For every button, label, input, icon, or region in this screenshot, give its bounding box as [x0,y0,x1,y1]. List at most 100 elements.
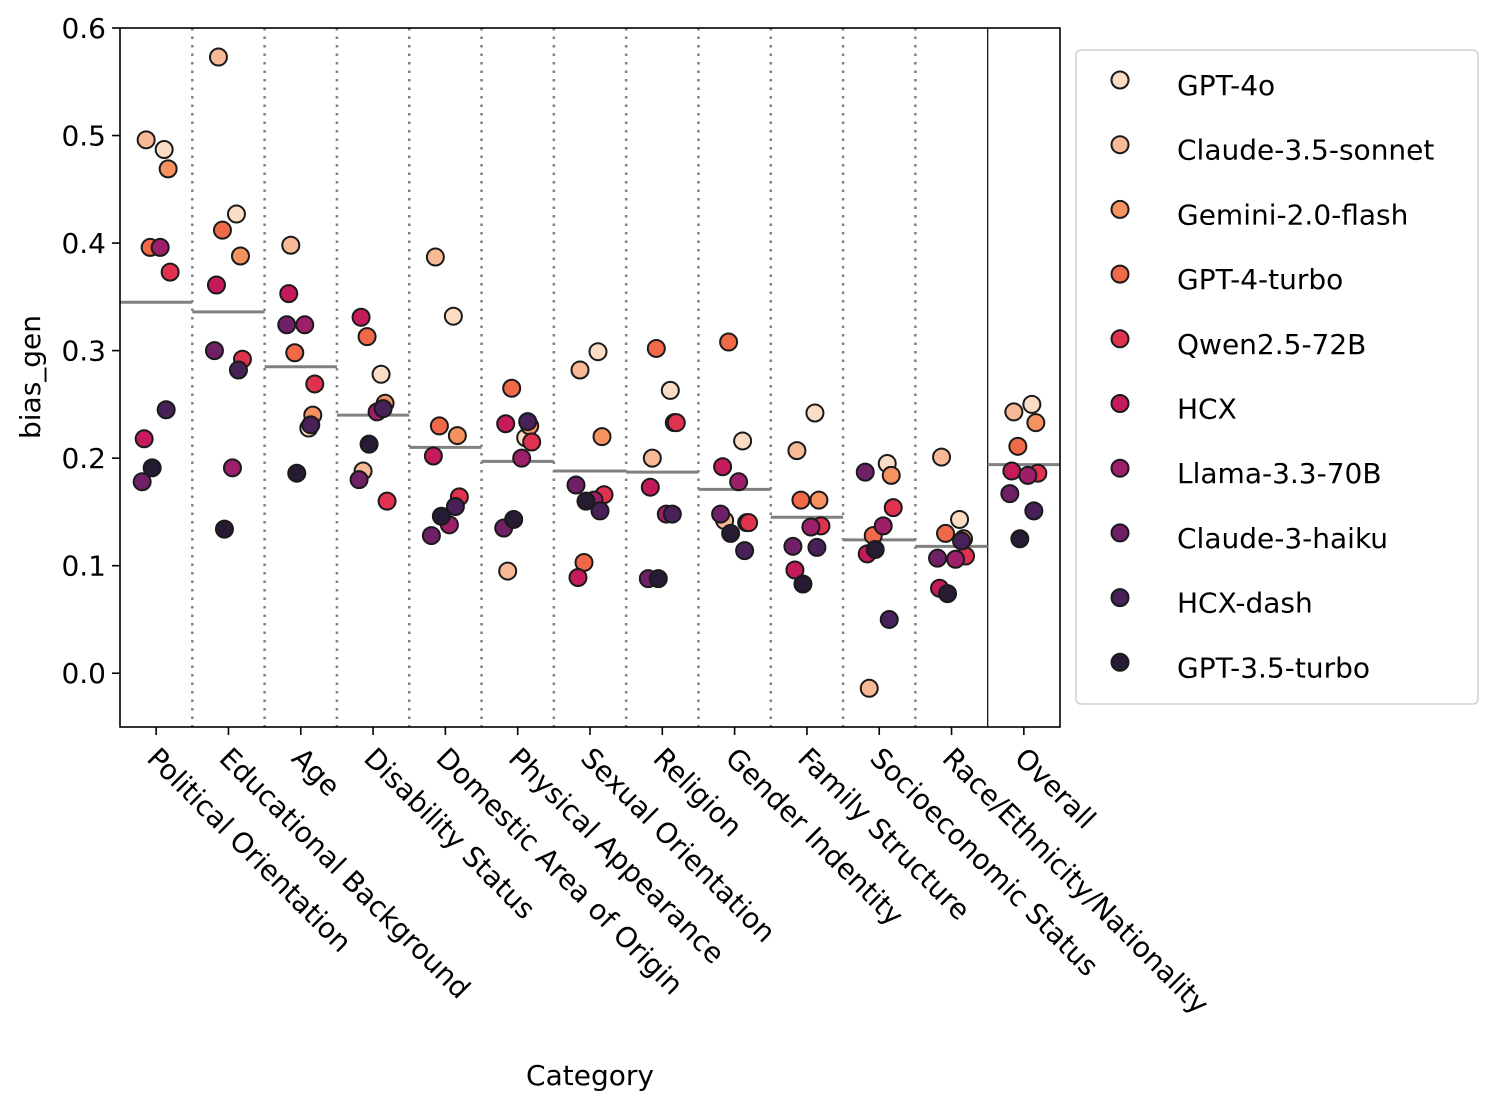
data-point [421,526,441,546]
data-point [733,431,753,451]
data-point [568,568,588,588]
data-point [502,378,522,398]
data-point [351,307,371,327]
data-point [570,360,590,380]
data-point [226,204,246,224]
data-point [1002,461,1022,481]
data-point [588,342,608,362]
data-point [214,519,234,539]
data-point [865,540,885,560]
y-tick-label: 0.5 [61,120,106,153]
legend-label: Claude-3-haiku [1177,522,1388,555]
data-point [928,548,948,568]
legend-label: Qwen2.5-72B [1177,328,1366,361]
data-point [285,343,305,363]
data-point [287,463,307,483]
data-point [305,374,325,394]
data-point [423,446,443,466]
legend-label: GPT-4o [1177,69,1275,102]
data-point [787,441,807,461]
legend-marker [1110,70,1130,90]
plot-area [119,27,1061,728]
data-point [498,561,518,581]
data-point [660,380,680,400]
data-point [952,531,972,551]
data-point [295,315,315,335]
legend-label: Gemini-2.0-flash [1177,198,1408,231]
data-point [855,462,875,482]
data-point [801,517,821,537]
legend-label: Claude-3.5-sonnet [1177,134,1434,167]
data-point [648,569,668,589]
data-point [1024,501,1044,521]
data-point [373,399,393,419]
data-point [512,448,532,468]
data-point [206,275,226,295]
data-point [642,448,662,468]
data-point [576,491,596,511]
data-point [359,434,379,454]
data-point [158,159,178,179]
data-point [809,490,829,510]
data-point [142,458,162,478]
data-point [950,509,970,529]
data-point [590,501,610,521]
y-tick-label: 0.6 [61,12,106,45]
data-point [592,427,612,447]
legend-marker [1110,264,1130,284]
legend: GPT-4o Claude-3.5-sonnet Gemini-2.0-flash G… [1075,49,1479,705]
data-point [228,360,248,380]
data-point [377,491,397,511]
data-point [646,338,666,358]
data-point [793,574,813,594]
data-point [132,472,152,492]
legend-label: Llama-3.3-70B [1177,457,1382,490]
data-point [640,477,660,497]
legend-label: GPT-4-turbo [1177,263,1343,296]
data-point [662,504,682,524]
data-point [447,426,467,446]
data-point [807,537,827,557]
data-point [785,560,805,580]
data-point [429,416,449,436]
data-point [946,549,966,569]
data-point [154,140,174,160]
data-point [938,584,958,604]
data-point [160,262,180,282]
legend-marker [1110,394,1130,413]
data-point [711,504,731,524]
data-point [204,341,224,361]
data-point [208,47,228,67]
data-point [1000,484,1020,504]
data-point [1010,529,1030,549]
data-point [349,470,369,490]
data-point [881,465,901,485]
y-axis: 0.0 0.1 0.2 0.3 0.4 0.5 0.6 [61,12,120,690]
y-tick-label: 0.1 [61,550,106,583]
data-point [1026,413,1046,433]
legend-marker [1110,199,1130,219]
plot-frame [119,27,1061,728]
legend-marker [1110,652,1130,672]
data-point [883,498,903,518]
data-point [357,327,377,347]
data-point [1008,436,1028,456]
y-axis-title: bias_gen [14,315,47,439]
legend-marker [1110,588,1130,608]
data-point [425,247,445,267]
data-point [150,237,170,257]
data-point [504,509,524,529]
data-point [936,523,956,543]
data-point [1018,465,1038,485]
x-tick-label: Age [285,741,347,803]
data-point [301,415,321,435]
y-tick-label: 0.0 [61,657,106,690]
data-point [1022,394,1042,414]
legend-frame [1075,49,1479,705]
data-point [443,306,463,326]
data-point [805,403,825,423]
data-point [719,332,739,352]
legend-label: GPT-3.5-turbo [1177,651,1370,684]
